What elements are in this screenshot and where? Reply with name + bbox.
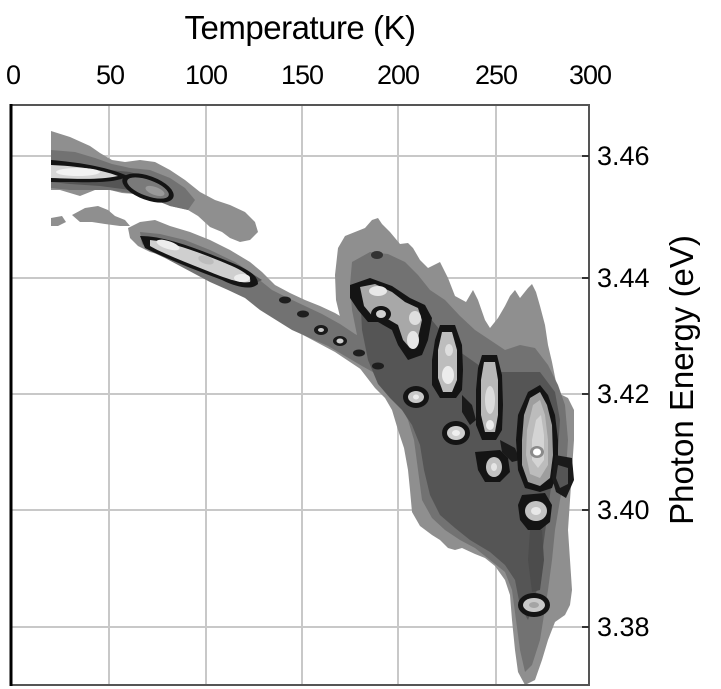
x-tick-label: 300 xyxy=(568,60,612,90)
y-tick-label: 3.46 xyxy=(597,141,650,171)
x-tick-label: 250 xyxy=(474,60,518,90)
x-tick-label: 150 xyxy=(280,60,324,90)
x-tick-label: 0 xyxy=(5,60,21,90)
y-tick-marks xyxy=(582,155,589,628)
x-axis-title: Temperature (K) xyxy=(184,9,416,46)
x-tick-label: 200 xyxy=(376,60,420,90)
y-tick-label: 3.42 xyxy=(597,379,650,409)
y-axis-title: Photon Energy (eV) xyxy=(663,235,700,525)
x-tick-label: 100 xyxy=(184,60,228,90)
y-tick-label: 3.40 xyxy=(597,495,650,525)
y-tick-label: 3.44 xyxy=(597,263,650,293)
peak-contours xyxy=(51,160,574,617)
x-tick-label: 50 xyxy=(95,60,125,90)
y-tick-label: 3.38 xyxy=(597,612,650,642)
